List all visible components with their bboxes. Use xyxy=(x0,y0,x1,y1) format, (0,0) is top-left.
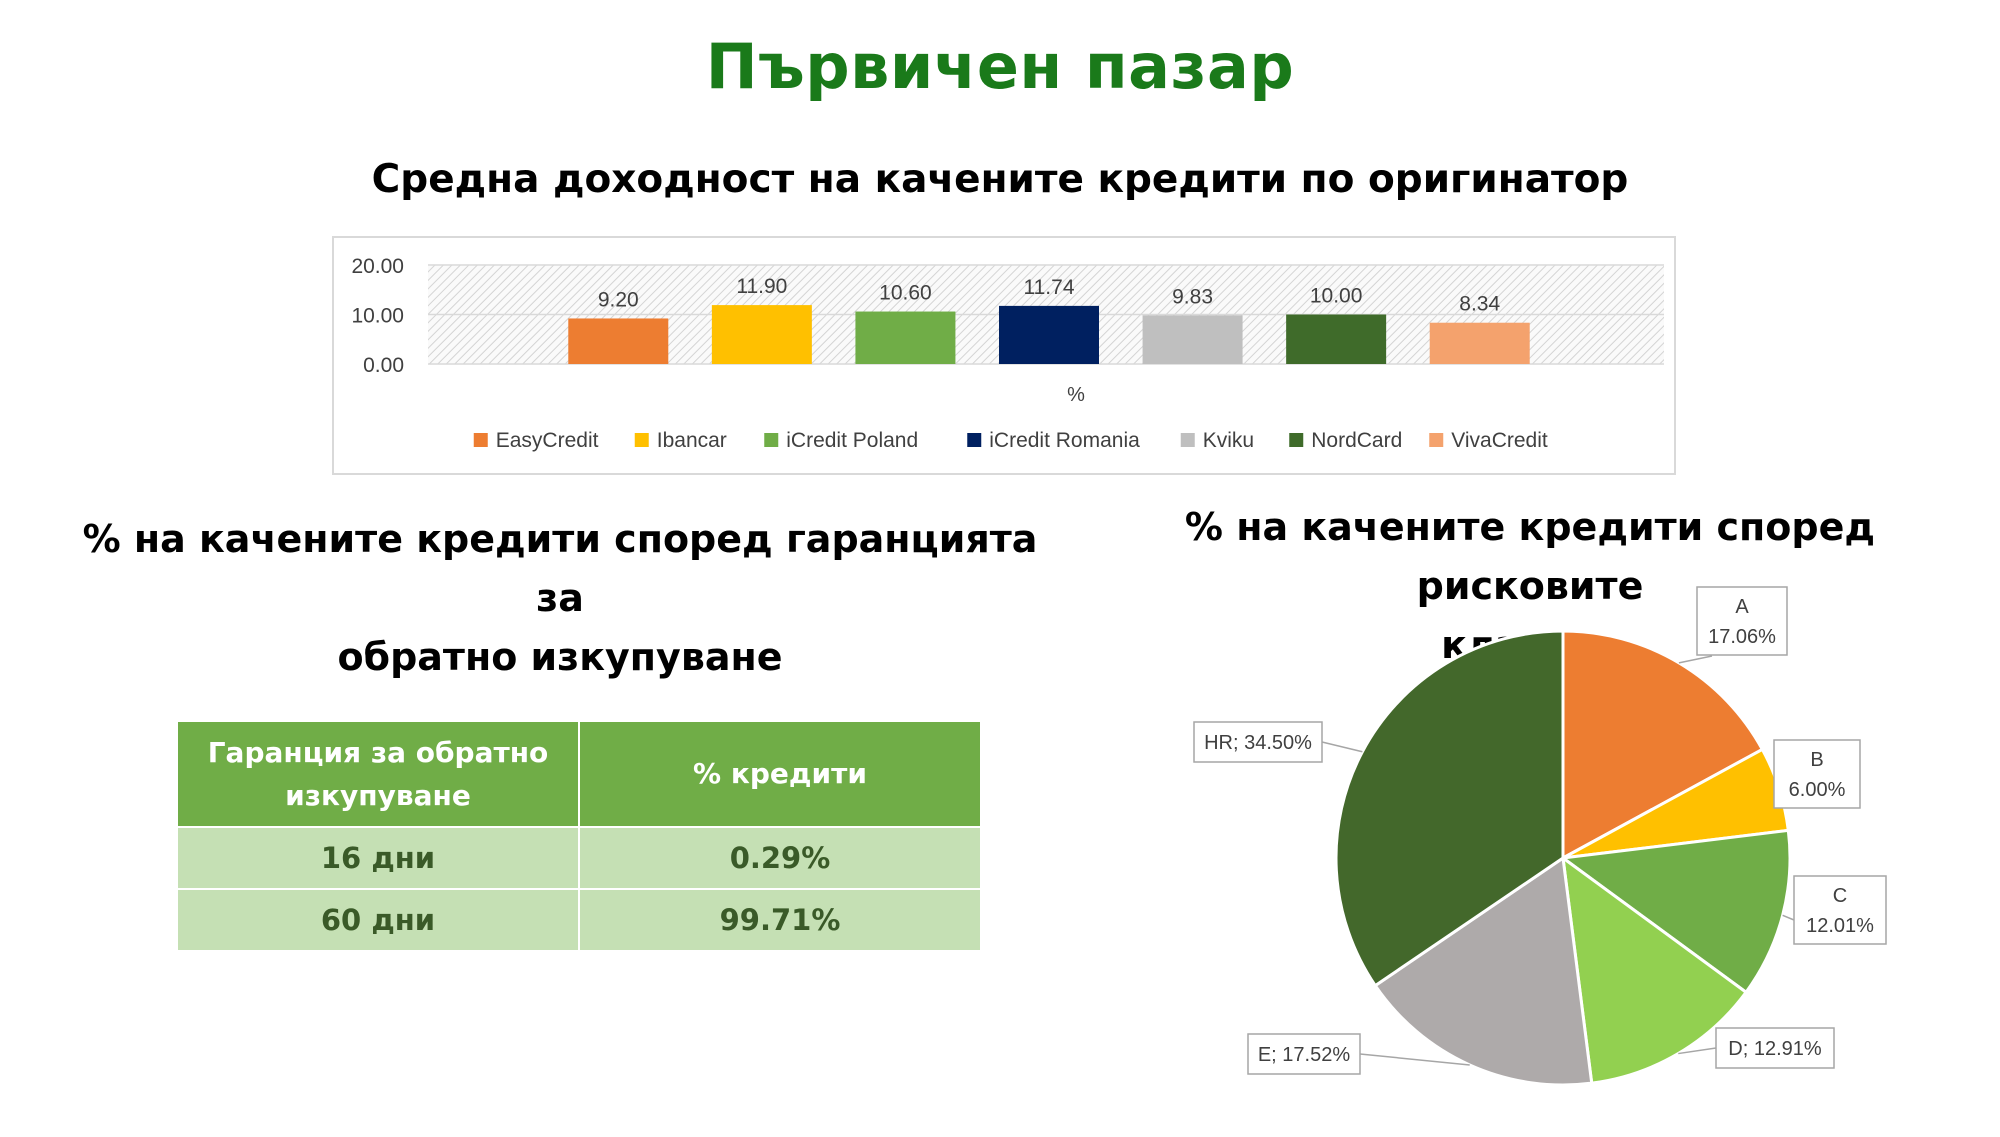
table-title-line-1: % на качените кредити според гаранцията … xyxy=(82,517,1038,620)
legend-swatch xyxy=(1429,433,1444,447)
legend-label: iCredit Romania xyxy=(989,429,1140,452)
pie-label: E; 17.52% xyxy=(1258,1044,1351,1066)
legend-label: EasyCredit xyxy=(496,429,599,452)
table-cell-value: 0.29% xyxy=(578,826,982,890)
bar-chart-title: Средна доходност на качените кредити по … xyxy=(371,157,1629,202)
pie-label-name: C xyxy=(1833,885,1847,907)
table-title: % на качените кредити според гаранцията … xyxy=(60,510,1060,687)
legend-swatch xyxy=(1289,433,1304,447)
legend-label: Ibancar xyxy=(657,429,727,452)
page-title: Първичен пазар xyxy=(705,30,1295,103)
pie-label-name: B xyxy=(1810,749,1823,771)
pie-leader-line xyxy=(1773,787,1780,791)
legend-label: VivaCredit xyxy=(1451,429,1548,452)
pie-slice xyxy=(1373,855,1594,1087)
table-cell-label: 16 дни xyxy=(176,826,580,890)
legend-swatch xyxy=(1180,433,1195,447)
pie-slice xyxy=(1561,854,1749,1085)
pie-leader-line xyxy=(1678,1047,1717,1055)
pie-label-value: 12.01% xyxy=(1806,915,1874,937)
table-header-row: Гаранция за обратно изкупуване % кредити xyxy=(176,720,982,828)
bar-data-label: 11.90 xyxy=(736,275,787,298)
pie-label-box xyxy=(1193,721,1323,763)
pie-label: HR; 34.50% xyxy=(1204,732,1312,754)
bar xyxy=(1429,322,1530,364)
pie-chart-title: % на качените кредити според рисковите к… xyxy=(1090,498,1970,675)
pie-label-box xyxy=(1793,875,1887,945)
pie-label: D; 12.91% xyxy=(1728,1038,1822,1060)
legend-label: NordCard xyxy=(1311,429,1402,452)
pie-slice xyxy=(1559,828,1792,995)
y-tick-label: 20.00 xyxy=(351,255,404,278)
table-row: 60 дни 99.71% xyxy=(176,888,982,952)
pie-leader-line xyxy=(1359,1053,1470,1066)
table-header-percent: % кредити xyxy=(578,720,982,828)
pie-slice xyxy=(1334,629,1565,988)
legend-swatch xyxy=(967,433,982,447)
legend-label: Kviku xyxy=(1203,429,1254,452)
table-title-line-2: обратно изкупуване xyxy=(337,634,783,679)
bar xyxy=(1142,315,1243,364)
y-tick-label: 0.00 xyxy=(363,354,404,377)
bar xyxy=(999,305,1099,364)
bar-data-label: 9.20 xyxy=(598,288,639,311)
legend-swatch xyxy=(634,433,649,447)
bar xyxy=(855,311,956,364)
pie-slice xyxy=(1562,747,1790,860)
y-tick-label: 10.00 xyxy=(351,305,404,328)
bar-data-label: 10.00 xyxy=(1310,285,1363,308)
pie-label-box xyxy=(1773,739,1861,809)
pie-title-line-1: % на качените кредити според рисковите xyxy=(1184,505,1876,608)
bar-data-label: 9.83 xyxy=(1172,285,1213,308)
legend-swatch xyxy=(473,433,488,447)
bar-data-label: 8.34 xyxy=(1459,293,1500,316)
pie-label-box xyxy=(1715,1027,1835,1069)
bar-chart: 0.00 10.00 20.00 9.20 11.90 10.60 11.74 9.83 10.… xyxy=(351,255,1664,452)
bar-data-label: 10.60 xyxy=(879,282,932,305)
table-row: 16 дни 0.29% xyxy=(176,826,982,890)
pie-label-value: 6.00% xyxy=(1789,779,1846,801)
bar-data-label: 11.74 xyxy=(1024,276,1075,299)
x-axis-label: % xyxy=(1067,384,1085,406)
guarantee-table: Гаранция за обратно изкупуване % кредити… xyxy=(176,720,982,952)
bar xyxy=(711,305,812,364)
table-cell-label: 60 дни xyxy=(176,888,580,952)
table-cell-value: 99.71% xyxy=(578,888,982,952)
pie-label-box xyxy=(1247,1033,1361,1075)
pie-title-line-2: класове xyxy=(1441,622,1619,667)
bar xyxy=(568,318,669,364)
pie-leader-line xyxy=(1782,914,1795,921)
bar xyxy=(1286,314,1387,364)
table-header-guarantee-line-1: Гаранция за обратно xyxy=(207,735,549,769)
pie-leader-line xyxy=(1321,741,1363,753)
table-header-guarantee: Гаранция за обратно изкупуване xyxy=(176,720,580,828)
bar-chart-frame: 0.00 10.00 20.00 9.20 11.90 10.60 11.74 9.83 10.… xyxy=(332,236,1676,475)
table-header-guarantee-line-2: изкупуване xyxy=(285,779,471,812)
legend-swatch xyxy=(764,433,779,447)
legend-label: iCredit Poland xyxy=(786,429,918,452)
